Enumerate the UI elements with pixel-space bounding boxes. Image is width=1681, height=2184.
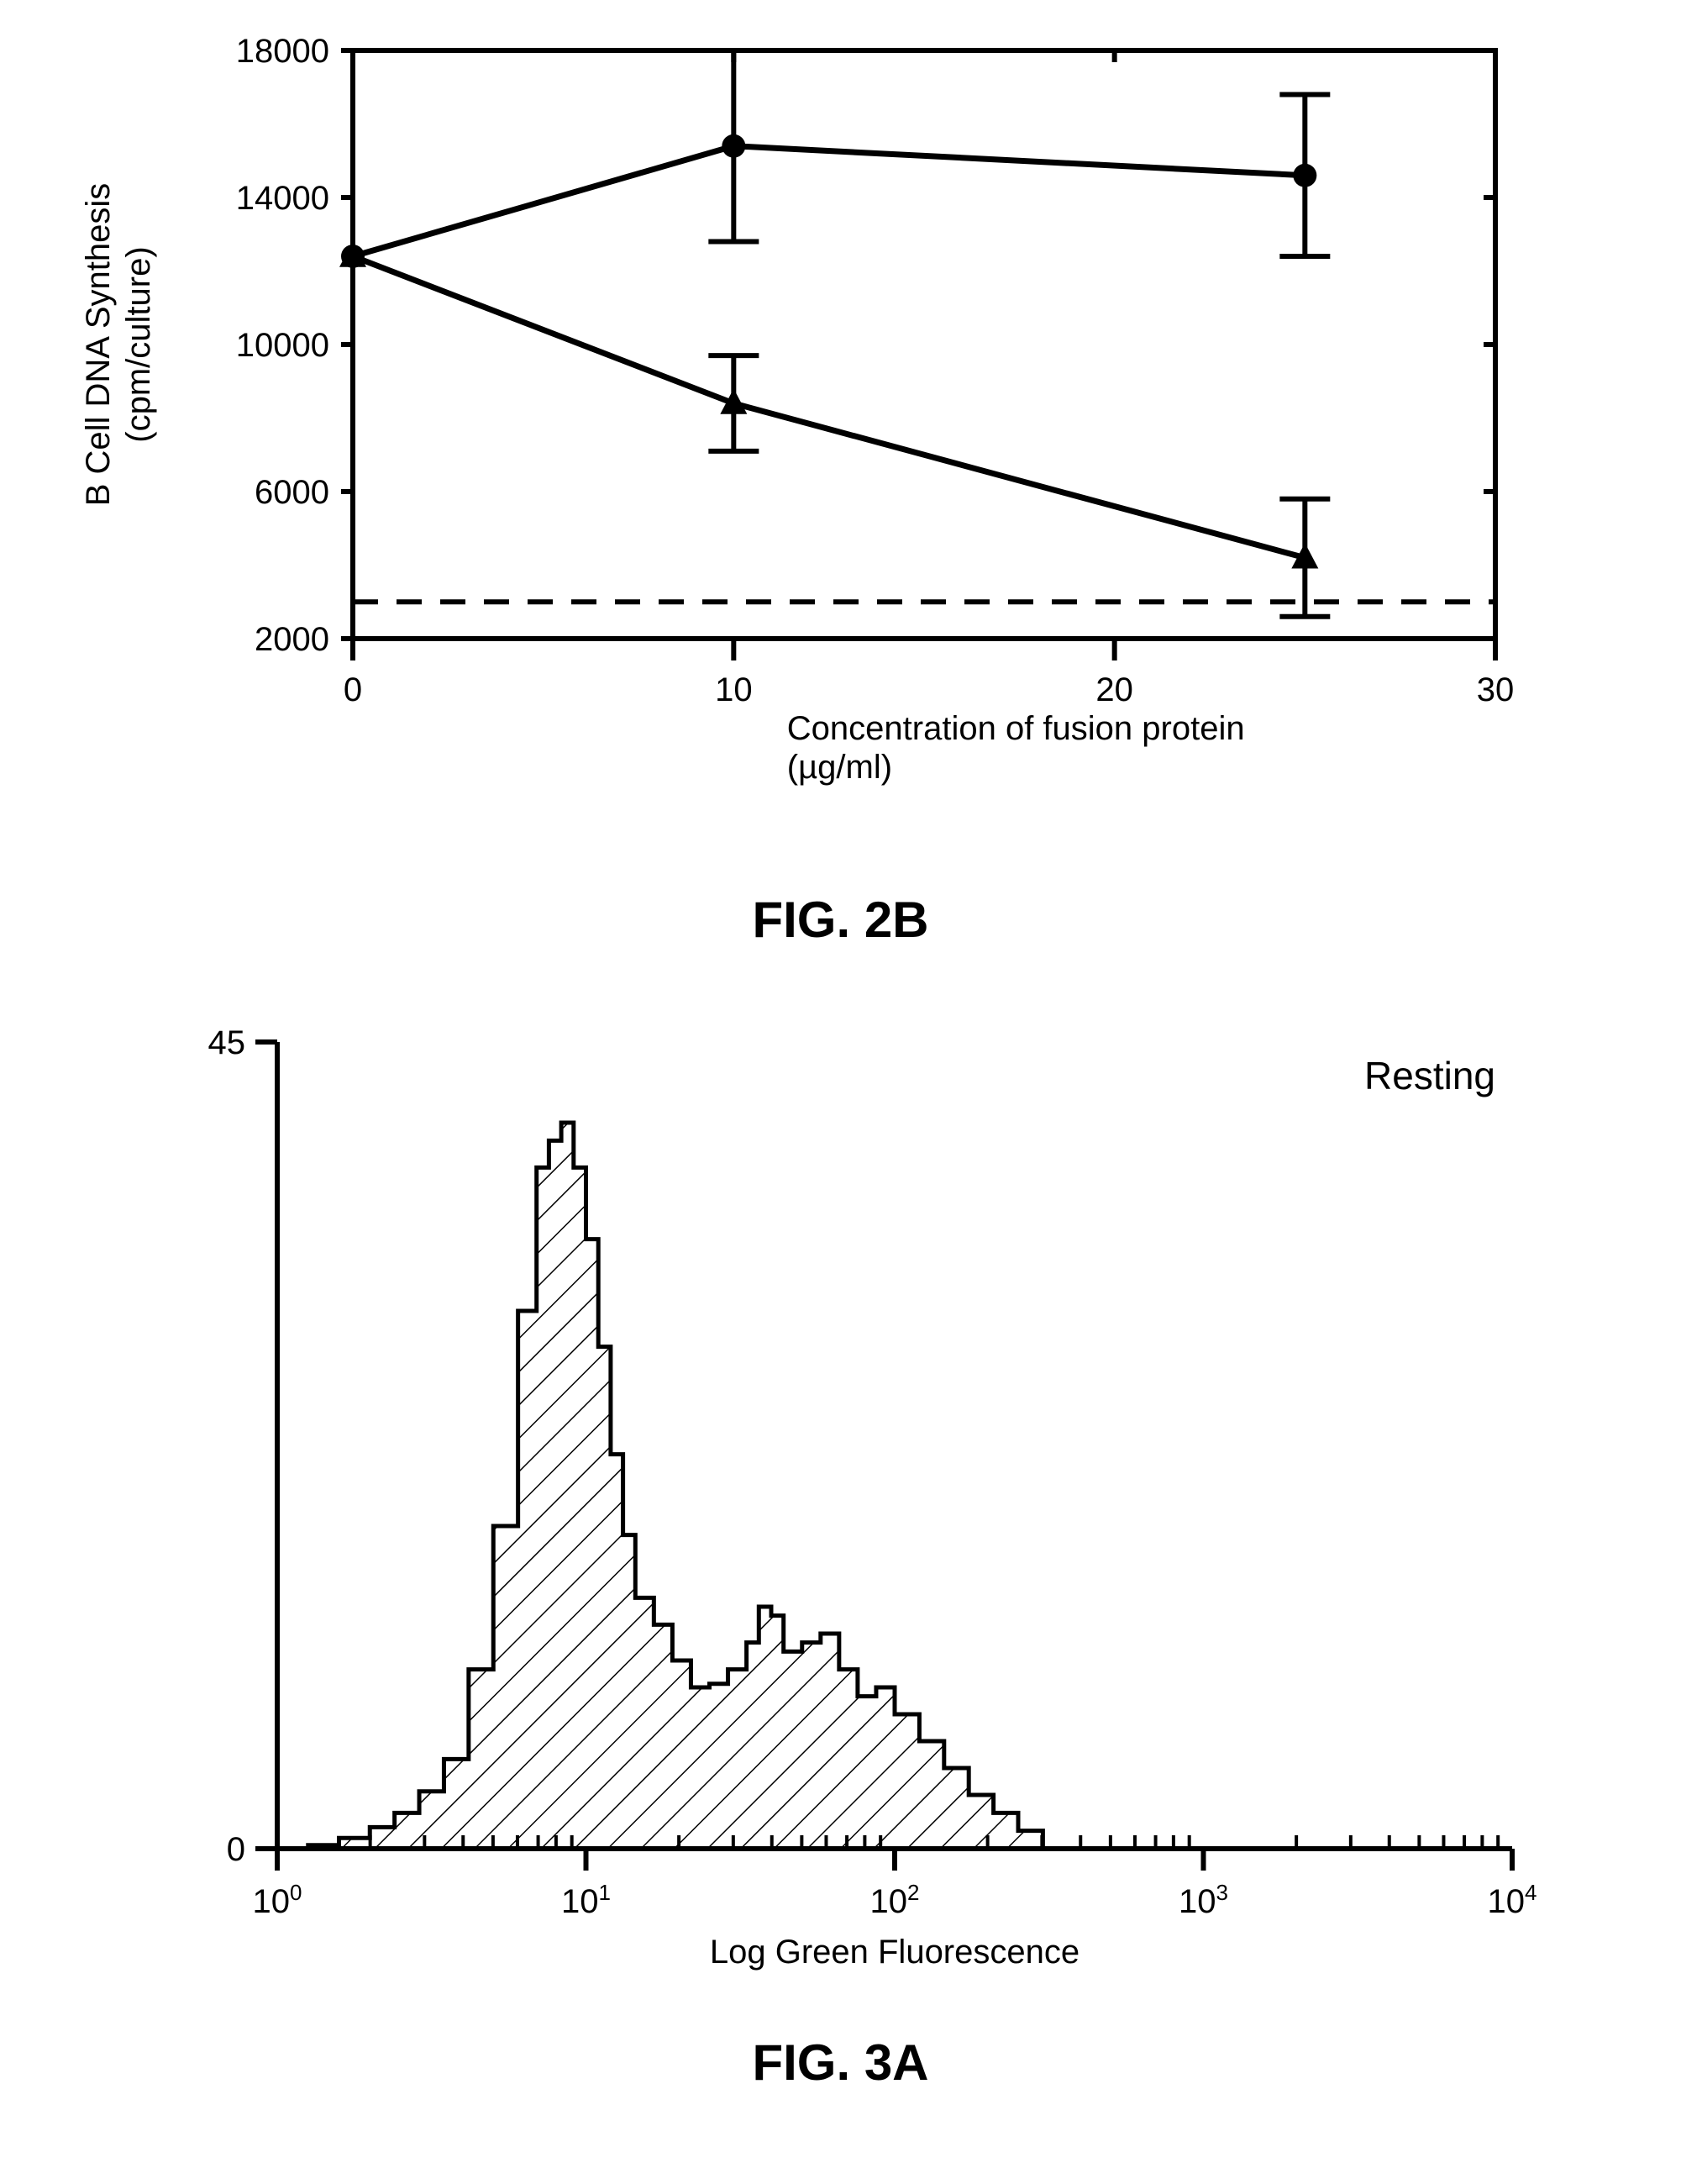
svg-text:B Cell DNA Synthesis: B Cell DNA Synthesis xyxy=(80,183,117,507)
svg-text:Resting: Resting xyxy=(1364,1054,1495,1097)
svg-text:10000: 10000 xyxy=(236,327,329,364)
fig-3a-chart: 0 45 100 101 102 103 104 Log Green Fluorescence… xyxy=(0,992,1681,2050)
svg-text:45: 45 xyxy=(208,1024,246,1061)
fig-2b-title: FIG. 2B xyxy=(0,891,1681,949)
svg-text:0: 0 xyxy=(344,671,362,708)
fig-2b-container: 0 10 20 30 2000 6000 10000 14000 18000 Concentrat… xyxy=(0,0,1681,924)
fig-2b-chart: 0 10 20 30 2000 6000 10000 14000 18000 Concentrat… xyxy=(0,0,1681,924)
svg-text:(cpm/culture): (cpm/culture) xyxy=(120,246,157,442)
svg-text:101: 101 xyxy=(561,1880,611,1920)
svg-text:10: 10 xyxy=(715,671,753,708)
svg-text:0: 0 xyxy=(227,1831,245,1868)
svg-text:20: 20 xyxy=(1095,671,1133,708)
svg-text:6000: 6000 xyxy=(255,474,329,511)
fig-3a-title: FIG. 3A xyxy=(0,2034,1681,2092)
svg-text:18000: 18000 xyxy=(236,33,329,70)
svg-text:14000: 14000 xyxy=(236,180,329,217)
svg-text:(µg/ml): (µg/ml) xyxy=(787,749,892,786)
svg-text:30: 30 xyxy=(1477,671,1515,708)
svg-text:100: 100 xyxy=(253,1880,302,1920)
fig-3a-container: 0 45 100 101 102 103 104 Log Green Fluorescence… xyxy=(0,992,1681,2050)
svg-text:2000: 2000 xyxy=(255,621,329,658)
svg-text:102: 102 xyxy=(870,1880,920,1920)
svg-text:Concentration of fusion protei: Concentration of fusion protein xyxy=(787,710,1245,747)
svg-text:Log Green Fluorescence: Log Green Fluorescence xyxy=(710,1934,1080,1971)
svg-text:104: 104 xyxy=(1488,1880,1537,1920)
svg-text:103: 103 xyxy=(1179,1880,1228,1920)
